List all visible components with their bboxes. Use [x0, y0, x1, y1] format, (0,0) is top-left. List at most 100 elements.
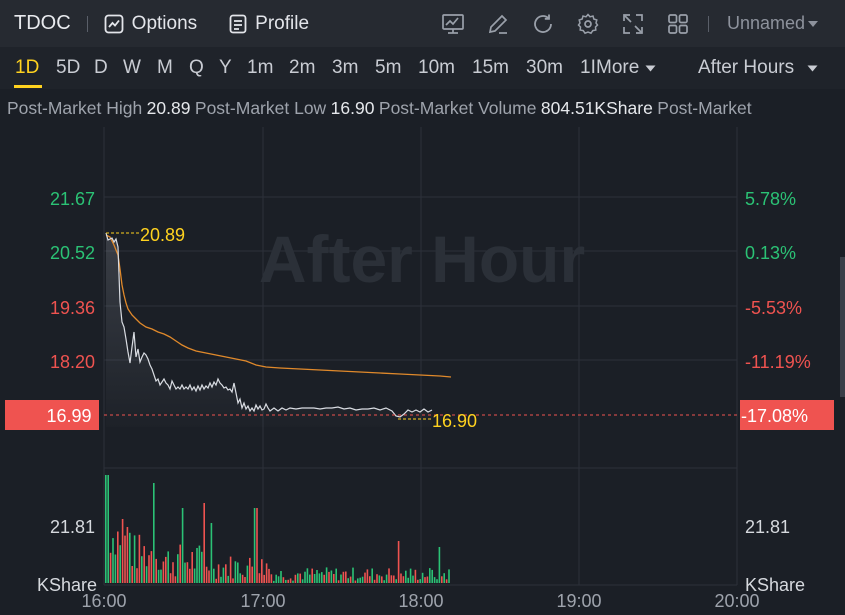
period-1m[interactable]: 1m	[247, 57, 274, 78]
volume-bar	[186, 562, 189, 583]
volume-bar	[371, 568, 373, 583]
price-area	[106, 233, 432, 427]
toolbar-divider-right	[708, 16, 709, 32]
fullscreen-icon[interactable]	[620, 11, 645, 36]
volume-bar	[246, 565, 249, 583]
price-chart[interactable]: 21.67 20.52 19.36 18.20 5.78% 0.13% -5.53% -11.…	[0, 127, 845, 615]
volume-bar	[150, 551, 153, 583]
volume-bar	[347, 578, 349, 583]
period-10m[interactable]: 10m	[418, 57, 455, 78]
volume-bar	[239, 573, 241, 583]
time-tick-1800: 18:00	[398, 591, 443, 611]
volume-bar	[222, 567, 225, 583]
volume-bar	[227, 575, 229, 583]
refresh-icon[interactable]	[530, 11, 555, 36]
volume-bar	[431, 569, 433, 583]
volume-bar	[179, 544, 181, 583]
volume-bar	[292, 580, 294, 583]
volume-bar	[215, 578, 217, 583]
layout-selector[interactable]: Unnamed	[727, 13, 819, 34]
volume-bar	[280, 571, 282, 583]
volume-bar	[354, 580, 357, 583]
chart-tools	[440, 11, 690, 36]
volume-bar	[364, 572, 366, 583]
volume-bar	[426, 576, 429, 583]
profile-button[interactable]: Profile	[229, 13, 309, 35]
period-year[interactable]: Y	[219, 57, 232, 78]
volume-bar	[148, 555, 150, 583]
volume-bar	[388, 568, 390, 583]
volume-bar	[114, 554, 117, 583]
volume-bar	[167, 551, 169, 583]
price-axis-scroll-handle[interactable]	[840, 257, 845, 397]
draw-pen-icon[interactable]	[485, 11, 510, 36]
volume-bar	[229, 556, 232, 583]
active-period-indicator	[14, 85, 42, 88]
volume-tick-left: 21.81	[50, 517, 95, 537]
volume-bar	[325, 567, 328, 583]
volume-bar	[417, 579, 419, 583]
volume-bar	[297, 573, 299, 583]
period-2m[interactable]: 2m	[289, 57, 316, 78]
session-selector[interactable]: After Hours	[698, 57, 818, 79]
volume-bar	[366, 569, 369, 583]
grid-layout-icon[interactable]	[665, 11, 690, 36]
volume-bar	[407, 577, 409, 583]
chart-grid	[103, 127, 738, 586]
volume-bar	[352, 567, 354, 583]
period-quarter[interactable]: Q	[189, 57, 204, 78]
volume-bar	[184, 562, 186, 583]
volume-bar	[313, 574, 316, 583]
period-day[interactable]: D	[94, 57, 108, 78]
chart-template-icon[interactable]	[440, 11, 465, 36]
volume-bar	[378, 575, 381, 583]
volume-bar	[198, 545, 201, 583]
settings-gear-icon[interactable]	[575, 11, 600, 36]
volume-bar	[174, 576, 177, 583]
volume-bar	[153, 483, 155, 583]
volume-bar	[208, 570, 210, 583]
volume-bar	[193, 568, 196, 583]
volume-bar	[361, 576, 364, 583]
volume-bar	[121, 519, 124, 583]
volume-bar	[287, 579, 289, 583]
volume-bar	[105, 475, 107, 583]
volume-bar	[337, 580, 340, 583]
volume-bar	[157, 569, 160, 583]
period-more[interactable]: More	[596, 57, 656, 79]
layout-name-label: Unnamed	[727, 13, 806, 33]
volume-bar	[129, 532, 131, 583]
volume-bar	[155, 558, 157, 583]
volume-bar	[318, 573, 321, 583]
period-month[interactable]: M	[157, 57, 173, 78]
period-week[interactable]: W	[123, 57, 141, 78]
volume-bar	[323, 574, 325, 583]
period-15m[interactable]: 15m	[472, 57, 509, 78]
percent-tick-label: -11.19%	[745, 352, 811, 372]
period-1d[interactable]: 1D	[15, 57, 40, 78]
volume-bar	[181, 508, 184, 583]
session-watermark: After Hour	[259, 222, 585, 296]
time-tick-2000: 20:00	[714, 591, 759, 611]
current-pct-badge	[740, 400, 834, 430]
volume-bar	[395, 579, 397, 583]
volume-bar	[251, 566, 253, 583]
period-30m[interactable]: 30m	[526, 57, 563, 78]
volume-bar	[429, 568, 431, 583]
period-5d[interactable]: 5D	[56, 57, 81, 78]
price-line	[105, 232, 433, 418]
time-tick-1700: 17:00	[240, 591, 285, 611]
volume-bar	[165, 556, 167, 583]
volume-bar	[119, 545, 121, 583]
volume-bar	[253, 508, 256, 583]
volume-bar	[124, 535, 126, 583]
options-button[interactable]: Options	[104, 13, 197, 35]
time-tick-1600: 16:00	[81, 591, 126, 611]
period-3m[interactable]: 3m	[332, 57, 359, 78]
ticker-symbol: TDOC	[14, 12, 71, 34]
volume-bar	[438, 547, 441, 583]
period-1i[interactable]: 1I	[580, 57, 596, 78]
volume-unit-left: KShare	[37, 575, 97, 595]
volume-bar	[270, 574, 273, 583]
period-5m[interactable]: 5m	[375, 57, 402, 78]
